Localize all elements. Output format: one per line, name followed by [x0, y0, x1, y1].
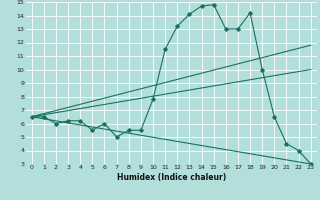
X-axis label: Humidex (Indice chaleur): Humidex (Indice chaleur) [116, 173, 226, 182]
